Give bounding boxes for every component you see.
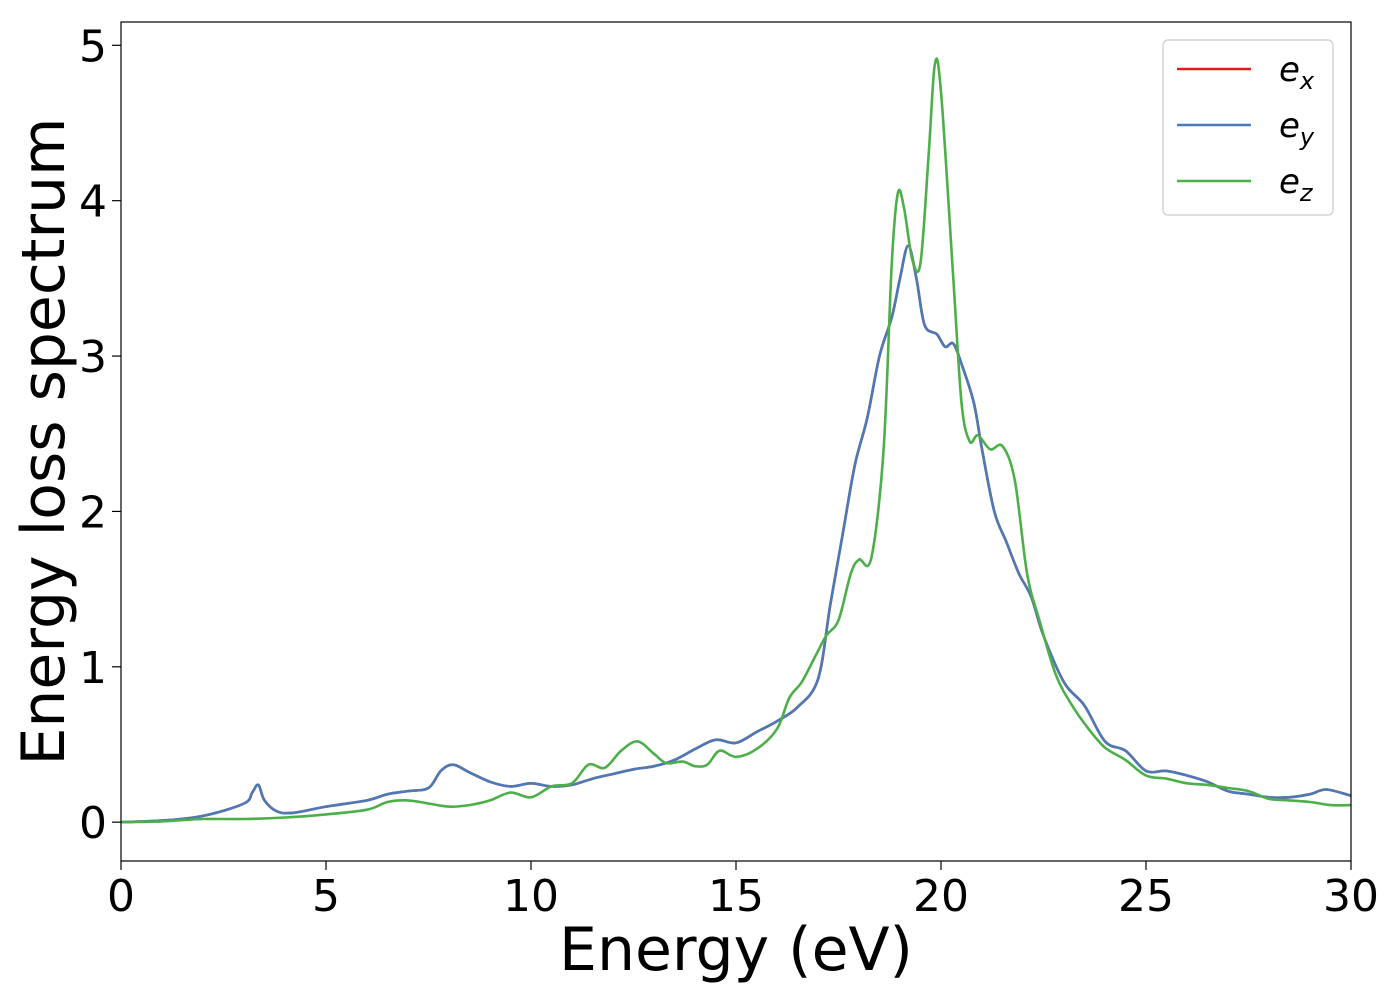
y-tick-label: 5	[79, 21, 107, 72]
y-tick-label: 1	[79, 643, 107, 694]
legend-label: ex	[1279, 50, 1315, 95]
x-axis-label: Energy (eV)	[559, 915, 913, 985]
y-tick-label: 4	[79, 177, 107, 228]
series-line-ey	[120, 244, 1352, 824]
y-tick-label: 3	[79, 332, 107, 383]
series-line-ex	[120, 244, 1352, 824]
legend: ex ey ez	[1162, 39, 1334, 216]
legend-box	[1162, 39, 1334, 216]
x-tick-label: 30	[1323, 871, 1379, 922]
plot-frame	[120, 21, 1352, 862]
x-tick-label: 0	[107, 871, 135, 922]
x-tick-label: 15	[708, 871, 764, 922]
x-tick-label: 5	[312, 871, 340, 922]
y-axis-ticks: 0 1 2 3 4 5	[79, 21, 121, 849]
x-tick-label: 20	[913, 871, 969, 922]
y-axis-label: Energy loss spectrum	[9, 117, 79, 765]
series-lines	[120, 57, 1352, 824]
x-tick-label: 10	[503, 871, 559, 922]
legend-label: ey	[1279, 106, 1315, 151]
legend-label: ez	[1279, 162, 1314, 207]
y-tick-label: 0	[79, 798, 107, 849]
x-axis-ticks: 0 5 10 15 20 25 30	[107, 861, 1379, 922]
series-line-ez	[120, 57, 1352, 824]
x-tick-label: 25	[1118, 871, 1174, 922]
y-tick-label: 2	[79, 487, 107, 538]
